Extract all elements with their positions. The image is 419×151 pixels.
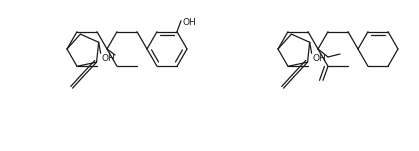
Text: OH: OH bbox=[182, 18, 196, 27]
Text: OH: OH bbox=[102, 54, 115, 63]
Text: OH: OH bbox=[313, 54, 326, 63]
